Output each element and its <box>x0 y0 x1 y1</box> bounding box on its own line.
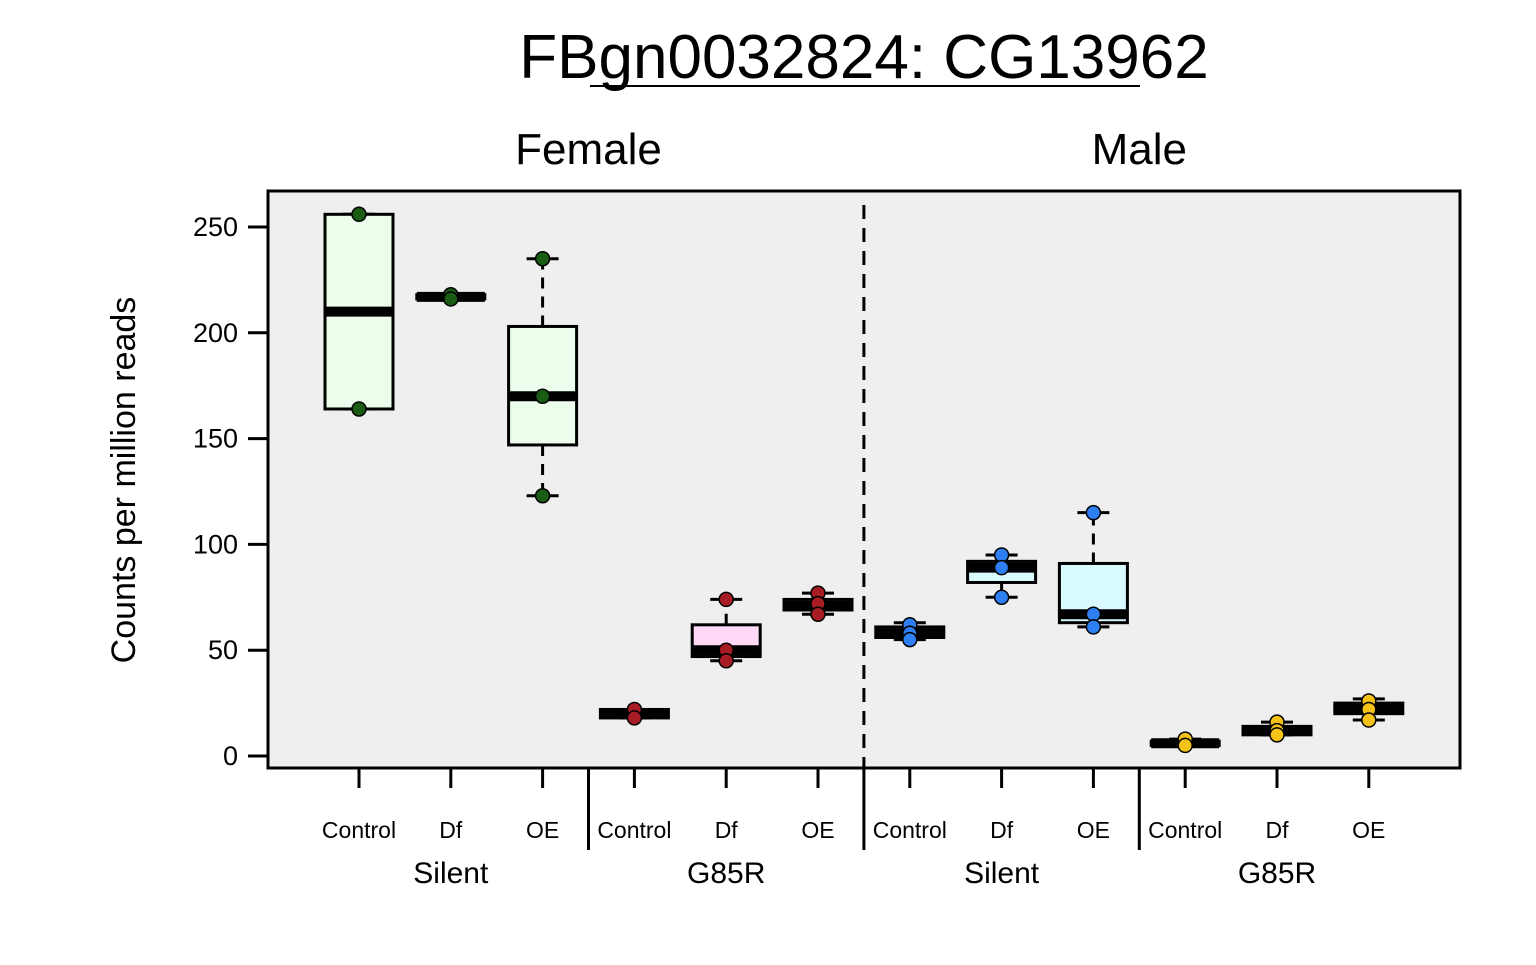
panel-label-female: Female <box>515 125 662 174</box>
x-tick-label: Df <box>439 817 463 843</box>
data-point <box>902 631 918 648</box>
y-tick-label: 150 <box>193 424 238 454</box>
x-tick-label: OE <box>1352 817 1385 843</box>
chart-marks <box>323 205 1405 768</box>
box-male-g85r-oe <box>1333 693 1405 728</box>
x-tick-label: Df <box>1266 817 1290 843</box>
data-point <box>1085 504 1102 521</box>
data-point <box>351 206 367 223</box>
box-male-silent-oe <box>1057 504 1129 635</box>
box-male-silent-df <box>966 547 1038 606</box>
data-point <box>1177 737 1193 754</box>
x-tick-label: Control <box>1148 817 1222 843</box>
group-label: Silent <box>964 857 1040 890</box>
box-female-silent-df <box>415 286 487 307</box>
data-point <box>993 547 1010 563</box>
data-point <box>810 606 826 622</box>
y-tick-label: 0 <box>223 741 238 771</box>
panel-label-male: Male <box>1092 125 1187 174</box>
box-female-g85r-oe <box>782 585 854 622</box>
data-point <box>626 710 643 726</box>
data-point <box>993 589 1010 606</box>
x-tick-label: Control <box>322 817 396 843</box>
group-label: G85R <box>687 857 765 890</box>
x-tick-label: OE <box>801 817 834 843</box>
data-point <box>534 487 551 504</box>
box-female-silent-oe <box>507 250 579 504</box>
group-label: G85R <box>1238 857 1316 890</box>
x-tick-label: Control <box>597 817 671 843</box>
data-point <box>1269 727 1285 743</box>
box-iqr <box>507 324 579 447</box>
y-tick-label: 50 <box>208 635 238 665</box>
box-male-g85r-df <box>1241 714 1313 743</box>
group-label: Silent <box>413 857 489 890</box>
box-male-g85r-control <box>1149 731 1221 754</box>
data-point <box>534 250 551 267</box>
data-point <box>534 388 551 405</box>
box-male-silent-control <box>874 617 946 648</box>
box-female-g85r-control <box>598 701 670 726</box>
y-tick-label: 200 <box>193 318 238 348</box>
data-point <box>443 291 459 307</box>
data-point <box>1361 712 1377 728</box>
data-point <box>718 591 734 608</box>
x-tick-label: Df <box>990 817 1014 843</box>
x-tick-label: Df <box>715 817 739 843</box>
x-tick-label: OE <box>1077 817 1110 843</box>
data-point <box>718 653 734 669</box>
y-tick-label: 100 <box>193 529 238 559</box>
data-point <box>993 559 1010 576</box>
box-female-g85r-df <box>690 591 762 669</box>
data-point <box>351 401 367 417</box>
data-point <box>1085 619 1102 635</box>
box-female-silent-control <box>323 206 395 417</box>
data-point <box>1085 606 1102 622</box>
chart-title: FBgn0032824: CG13962 <box>519 23 1208 92</box>
x-tick-label: OE <box>526 817 559 843</box>
x-tick-label: Control <box>873 817 947 843</box>
y-axis-label: Counts per million reads <box>105 297 143 664</box>
y-tick-label: 250 <box>193 212 238 242</box>
